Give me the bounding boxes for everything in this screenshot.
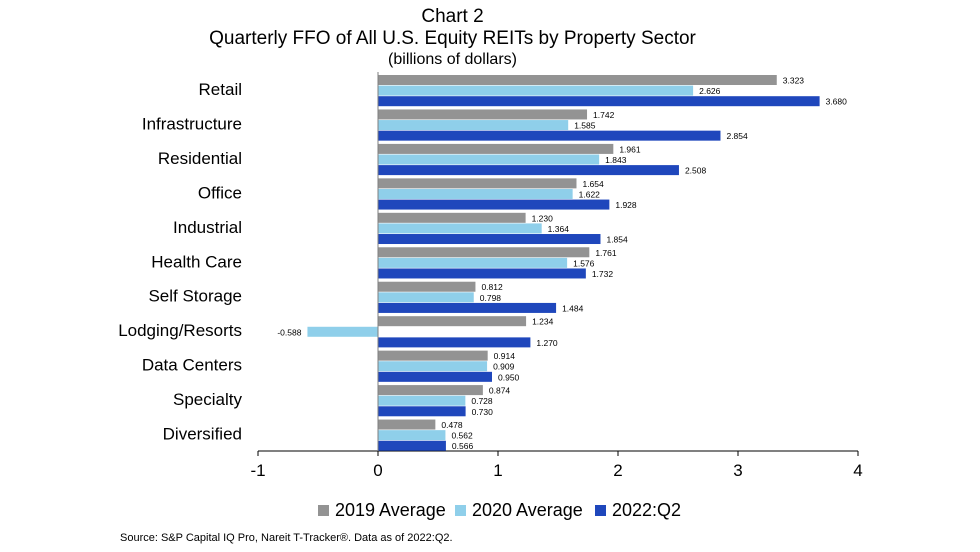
bar-office-2020-average — [378, 188, 573, 199]
chart-subtitle: Quarterly FFO of All U.S. Equity REITs b… — [209, 28, 696, 49]
data-label-self-storage-2019-average: 0.812 — [481, 282, 503, 292]
bar-lodging-resorts-2019-average — [378, 316, 527, 327]
data-label-industrial-2020-average: 1.364 — [548, 224, 570, 234]
data-label-office-2020-average: 1.622 — [579, 189, 601, 199]
data-label-health-care-2019-average: 1.761 — [595, 248, 617, 258]
data-label-specialty-2019-average: 0.874 — [489, 386, 511, 396]
chart-title-block: Chart 2 Quarterly FFO of All U.S. Equity… — [0, 6, 905, 69]
bar-lodging-resorts-2022-q2 — [378, 337, 531, 348]
legend-label: 2019 Average — [335, 499, 446, 520]
bar-health-care-2022-q2 — [378, 268, 586, 279]
data-label-data-centers-2019-average: 0.914 — [494, 351, 516, 361]
data-label-self-storage-2020-average: 0.798 — [480, 293, 502, 303]
data-label-industrial-2019-average: 1.230 — [532, 213, 554, 223]
bar-health-care-2020-average — [378, 257, 568, 268]
bar-residential-2020-average — [378, 154, 600, 165]
category-label-retail: Retail — [199, 80, 242, 99]
category-label-lodging-resorts: Lodging/Resorts — [118, 321, 242, 340]
data-label-health-care-2020-average: 1.576 — [573, 258, 595, 268]
data-label-office-2019-average: 1.654 — [582, 179, 604, 189]
bar-industrial-2022-q2 — [378, 234, 601, 245]
x-tick-label: 3 — [733, 461, 742, 480]
x-tick-label: 2 — [613, 461, 622, 480]
bar-retail-2022-q2 — [378, 96, 820, 107]
bar-retail-2019-average — [378, 75, 777, 85]
bar-office-2019-average — [378, 178, 577, 189]
data-label-specialty-2020-average: 0.728 — [471, 396, 493, 406]
category-label-specialty: Specialty — [173, 390, 242, 409]
data-label-health-care-2022-q2: 1.732 — [592, 269, 614, 279]
data-label-diversified-2022-q2: 0.566 — [452, 441, 474, 451]
legend-label: 2022:Q2 — [612, 499, 682, 520]
bar-self-storage-2022-q2 — [378, 302, 557, 313]
source-note: Source: S&P Capital IQ Pro, Nareit T-Tra… — [120, 532, 453, 544]
bar-industrial-2020-average — [378, 223, 542, 234]
category-label-residential: Residential — [158, 149, 242, 168]
legend-swatch — [455, 504, 466, 516]
bar-lodging-resorts-2020-average — [307, 326, 378, 337]
bar-industrial-2019-average — [378, 212, 526, 223]
data-label-residential-2019-average: 1.961 — [619, 144, 641, 154]
chart-units: (billions of dollars) — [388, 51, 517, 68]
bar-office-2022-q2 — [378, 199, 610, 210]
bar-diversified-2020-average — [378, 430, 446, 441]
data-label-data-centers-2022-q2: 0.950 — [498, 372, 520, 382]
legend-swatch — [318, 504, 329, 516]
data-label-infrastructure-2020-average: 1.585 — [574, 121, 596, 131]
data-label-infrastructure-2022-q2: 2.854 — [726, 131, 748, 141]
bar-self-storage-2020-average — [378, 292, 474, 303]
bar-residential-2022-q2 — [378, 165, 679, 176]
category-label-infrastructure: Infrastructure — [142, 114, 242, 133]
x-tick-label: 4 — [853, 461, 862, 480]
bar-data-centers-2020-average — [378, 361, 488, 372]
legend-item-2020-average: 2020 Average — [455, 498, 583, 522]
data-label-retail-2022-q2: 3.680 — [826, 97, 848, 107]
x-tick-label: 1 — [493, 461, 502, 480]
category-label-office: Office — [198, 183, 242, 202]
bar-infrastructure-2022-q2 — [378, 130, 721, 141]
category-label-industrial: Industrial — [173, 218, 242, 237]
bar-retail-2020-average — [378, 85, 694, 96]
bar-infrastructure-2020-average — [378, 120, 569, 131]
chart-title: Chart 2 — [421, 6, 484, 27]
data-label-retail-2020-average: 2.626 — [699, 86, 721, 96]
data-label-diversified-2020-average: 0.562 — [451, 431, 473, 441]
bar-infrastructure-2019-average — [378, 109, 588, 120]
category-label-data-centers: Data Centers — [142, 356, 242, 375]
data-label-specialty-2022-q2: 0.730 — [472, 407, 494, 417]
data-label-industrial-2022-q2: 1.854 — [606, 235, 628, 245]
category-label-diversified: Diversified — [163, 425, 242, 444]
category-label-self-storage: Self Storage — [148, 287, 242, 306]
legend-item-2022-q2: 2022:Q2 — [595, 498, 681, 522]
bar-data-centers-2019-average — [378, 350, 488, 361]
bar-residential-2019-average — [378, 143, 614, 154]
x-tick-label: -1 — [250, 461, 265, 480]
data-label-lodging-resorts-2019-average: 1.234 — [532, 317, 554, 327]
data-label-retail-2019-average: 3.323 — [783, 76, 805, 86]
data-label-residential-2022-q2: 2.508 — [685, 166, 707, 176]
data-label-diversified-2019-average: 0.478 — [441, 420, 463, 430]
bar-specialty-2019-average — [378, 385, 483, 396]
legend: 2019 Average 2020 Average 2022:Q2 — [0, 498, 980, 522]
category-label-health-care: Health Care — [151, 252, 242, 271]
bar-self-storage-2019-average — [378, 281, 476, 292]
data-label-infrastructure-2019-average: 1.742 — [593, 110, 615, 120]
bar-chart: -1 0 1 2 3 4 Retail 3.323 2.626 3.680 Infrastructu… — [118, 72, 863, 480]
bar-diversified-2022-q2 — [378, 440, 446, 451]
data-label-data-centers-2020-average: 0.909 — [493, 362, 515, 372]
data-label-lodging-resorts-2020-average: -0.588 — [277, 327, 301, 337]
data-label-self-storage-2022-q2: 1.484 — [562, 303, 584, 313]
legend-swatch — [595, 504, 606, 516]
data-label-residential-2020-average: 1.843 — [605, 155, 627, 165]
legend-item-2019-average: 2019 Average — [318, 498, 446, 522]
data-label-lodging-resorts-2022-q2: 1.270 — [536, 338, 558, 348]
bar-diversified-2019-average — [378, 419, 436, 430]
legend-label: 2020 Average — [472, 499, 583, 520]
bar-specialty-2022-q2 — [378, 406, 466, 417]
bar-data-centers-2022-q2 — [378, 371, 492, 382]
bar-specialty-2020-average — [378, 395, 466, 406]
x-tick-label: 0 — [373, 461, 382, 480]
bar-health-care-2019-average — [378, 247, 590, 258]
data-label-office-2022-q2: 1.928 — [615, 200, 637, 210]
